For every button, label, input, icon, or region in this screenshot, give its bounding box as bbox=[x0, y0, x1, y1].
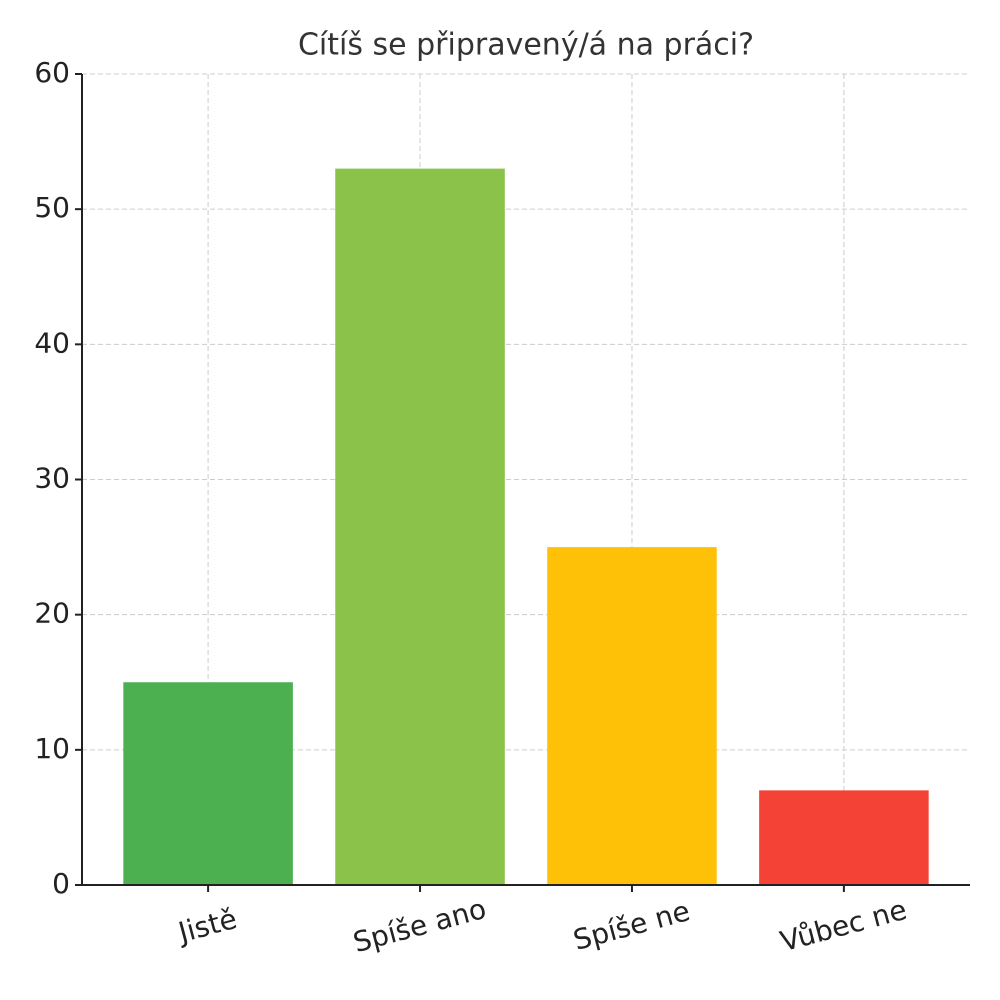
y-tick-label: 20 bbox=[34, 597, 70, 630]
y-tick-label: 10 bbox=[34, 732, 70, 765]
y-tick-label: 30 bbox=[34, 462, 70, 495]
bar bbox=[123, 682, 293, 885]
bar bbox=[759, 790, 929, 885]
chart-title: Cítíš se připravený/á na práci? bbox=[298, 28, 754, 63]
bar bbox=[335, 168, 505, 885]
y-tick-label: 60 bbox=[34, 56, 70, 89]
bar bbox=[547, 547, 717, 885]
y-tick-label: 40 bbox=[34, 326, 70, 359]
x-tick-label: Vůbec ne bbox=[777, 893, 910, 958]
y-tick-label: 50 bbox=[34, 191, 70, 224]
x-tick-label: Jistě bbox=[173, 902, 240, 950]
x-tick-label: Spíše ano bbox=[350, 892, 490, 959]
y-tick-label: 0 bbox=[52, 867, 70, 900]
x-tick-label: Spíše ne bbox=[570, 894, 694, 957]
